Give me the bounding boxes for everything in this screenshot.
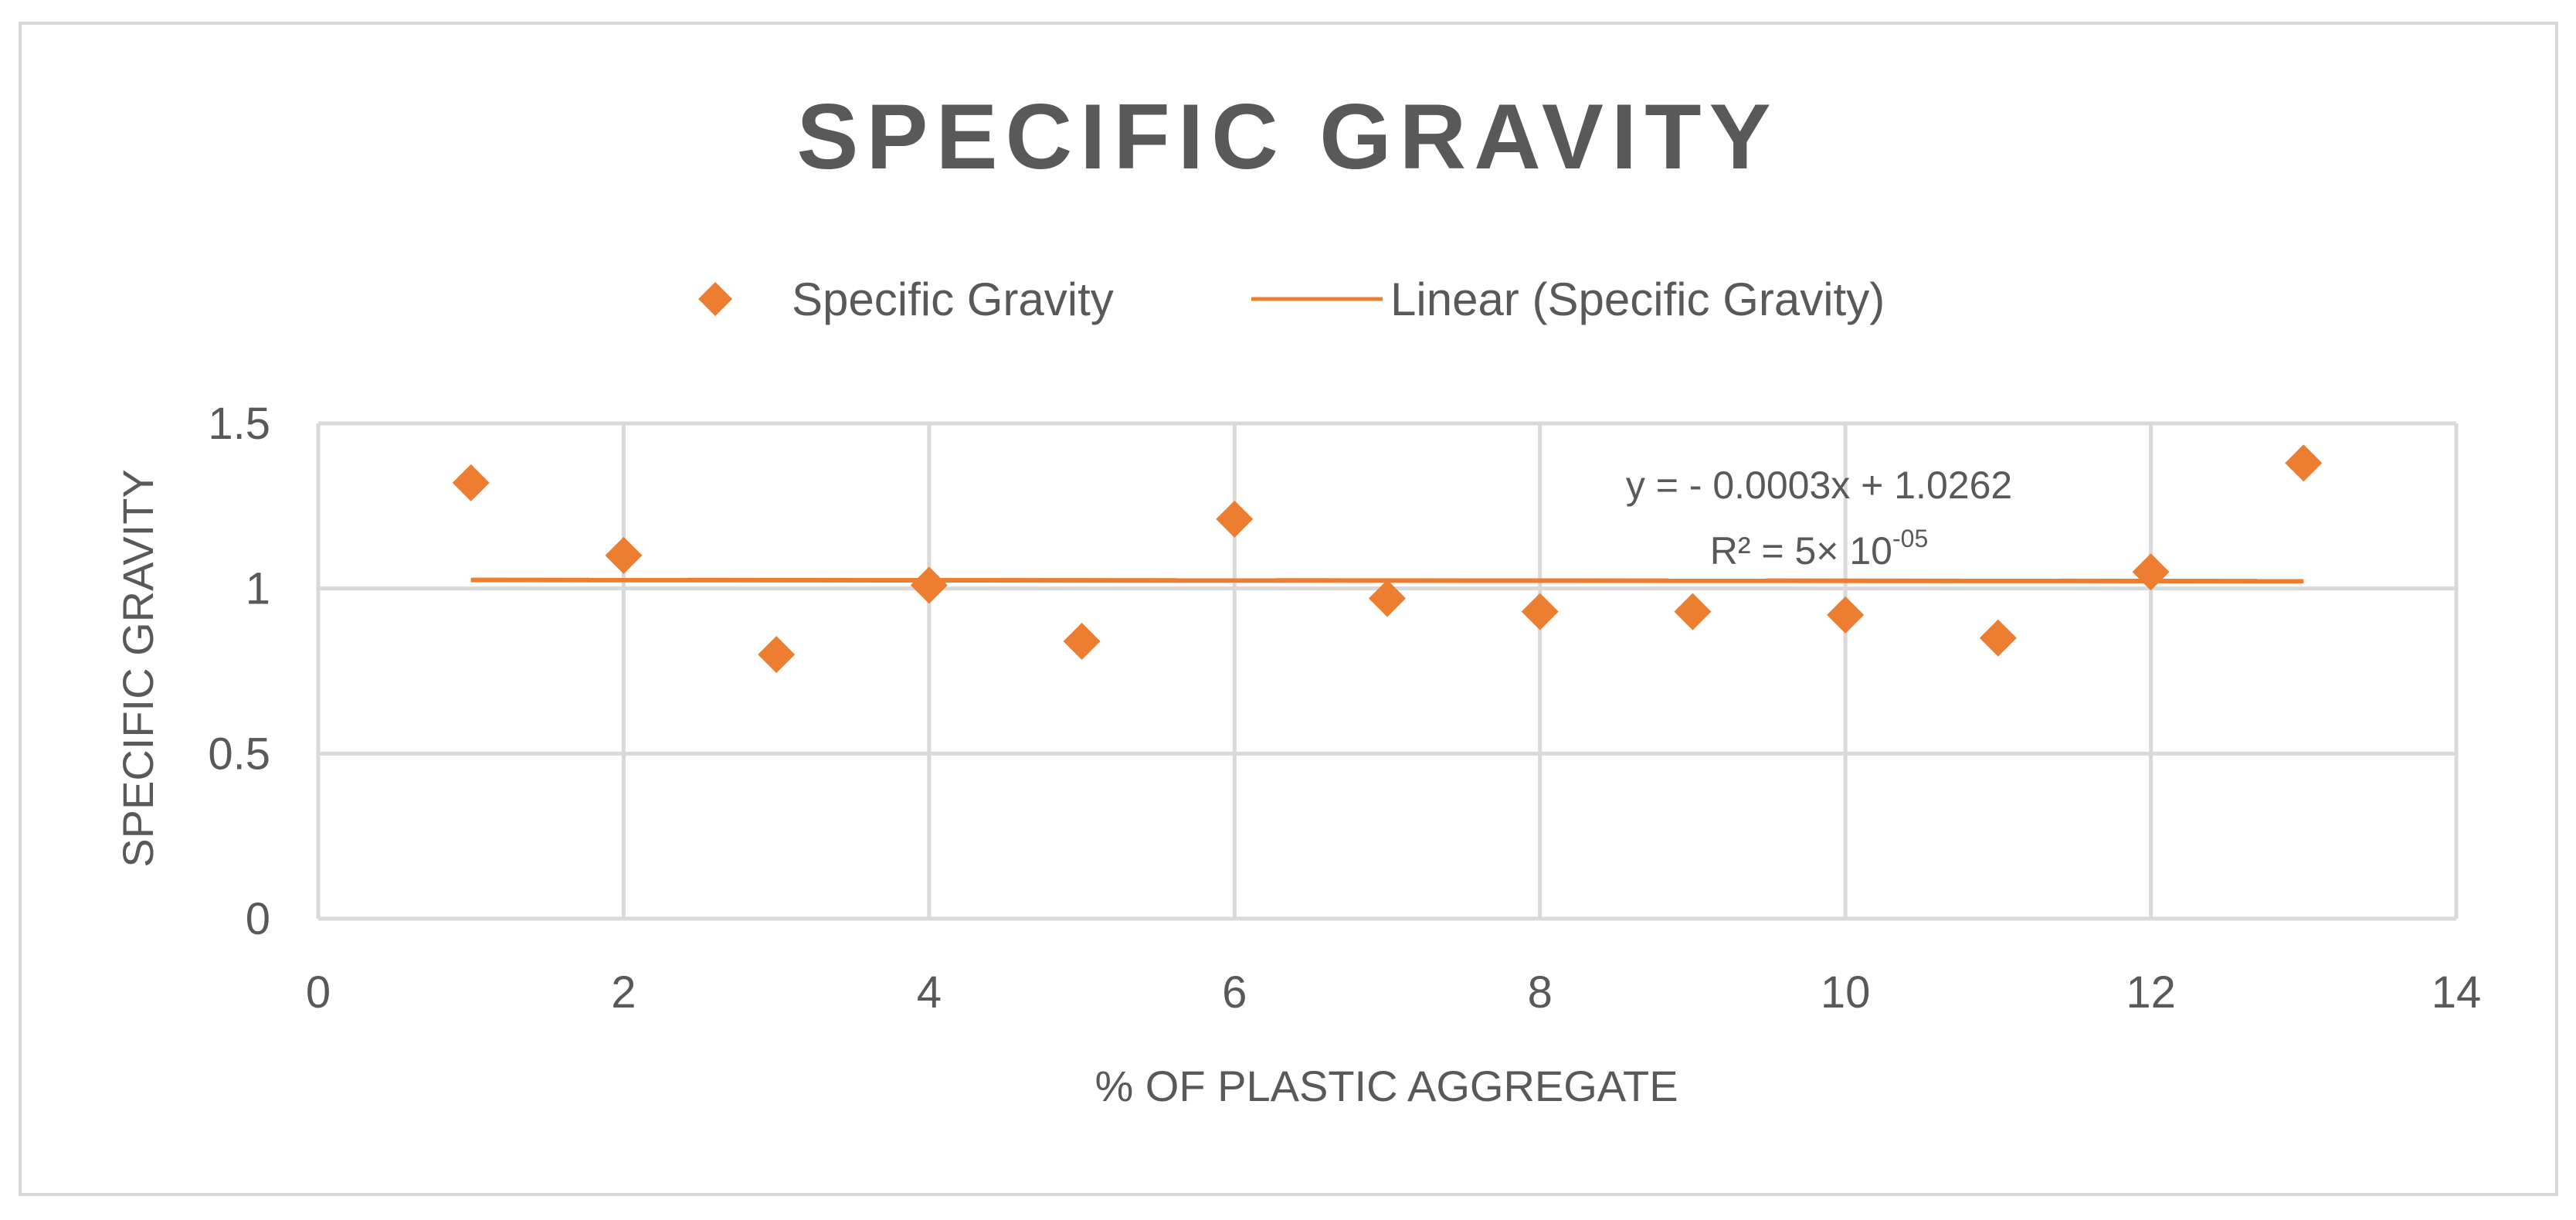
data-point: [1674, 593, 1712, 630]
x-tick-label: 12: [2126, 967, 2176, 1018]
x-tick-label: 14: [2432, 967, 2482, 1018]
data-point: [605, 536, 643, 574]
x-tick-label: 0: [306, 967, 331, 1018]
x-tick-label: 2: [611, 967, 636, 1018]
data-point: [2132, 553, 2170, 591]
chart-frame: [19, 22, 2558, 1196]
data-point: [452, 464, 490, 501]
tick-labels: 0 2 4 6 8 10 12 14 0 0.5 1 1.5: [208, 399, 2481, 1018]
x-tick-label: 8: [1528, 967, 1553, 1018]
legend-label-series: Specific Gravity: [792, 274, 1114, 325]
y-tick-label: 0.5: [208, 729, 270, 779]
data-point: [1369, 579, 1406, 617]
legend-label-trendline: Linear (Specific Gravity): [1390, 274, 1885, 325]
data-point: [910, 566, 948, 604]
gridlines: [316, 421, 2459, 921]
legend: Specific Gravity Linear (Specific Gravit…: [698, 274, 1885, 325]
y-axis-title: SPECIFIC GRAVITY: [114, 469, 162, 867]
trendline-r2-exponent: -05: [1892, 525, 1928, 552]
y-tick-label: 0: [246, 894, 270, 944]
y-tick-label: 1.5: [208, 399, 270, 449]
legend-marker-diamond-icon: [698, 282, 732, 316]
trendline-r2-base: R² = 5× 10: [1710, 529, 1892, 573]
data-point: [758, 636, 796, 674]
y-tick-label: 1: [246, 564, 270, 614]
x-tick-label: 10: [1821, 967, 1871, 1018]
x-axis-title: % OF PLASTIC AGGREGATE: [1095, 1062, 1678, 1110]
chart-title: SPECIFIC GRAVITY: [796, 85, 1778, 189]
trendline-equation: y = - 0.0003x + 1.0262 R² = 5× 10-05: [1626, 464, 2012, 573]
data-point: [2285, 444, 2323, 482]
x-tick-label: 4: [917, 967, 942, 1018]
data-point: [1216, 500, 1254, 538]
data-point: [1979, 619, 2017, 657]
trendline-equation-label: y = - 0.0003x + 1.0262: [1626, 464, 2012, 507]
data-point: [1521, 593, 1559, 630]
data-point: [1063, 623, 1101, 661]
data-point: [1827, 596, 1865, 634]
data-points: [452, 444, 2323, 674]
trendline-r2-label: R² = 5× 10-05: [1710, 525, 1929, 573]
x-tick-label: 6: [1222, 967, 1247, 1018]
